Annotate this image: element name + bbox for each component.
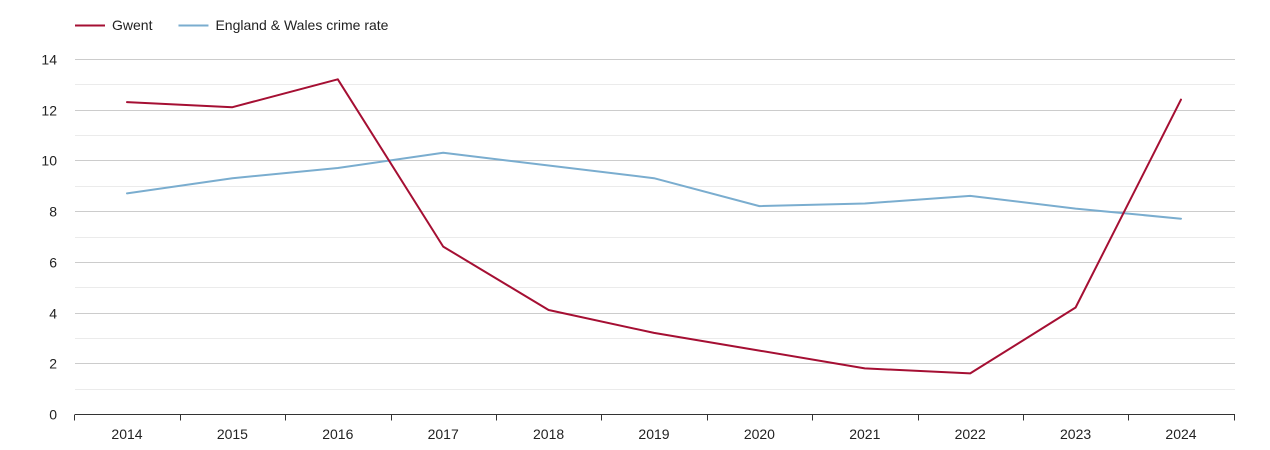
- x-tick-label: 2020: [744, 426, 775, 442]
- x-tick-label: 2015: [217, 426, 248, 442]
- x-tick-label: 2019: [638, 426, 669, 442]
- grid: [75, 59, 1235, 390]
- series-line-gwent: [126, 78, 1182, 375]
- x-axis: 2014 2015 2016 2017 2018 2019 2020 2021 2022 2023…: [74, 414, 1235, 442]
- x-tick-label: 2016: [322, 426, 353, 442]
- x-tick-label: 2022: [955, 426, 986, 442]
- y-tick-label: 2: [49, 356, 57, 372]
- x-tick-label: 2014: [111, 426, 142, 442]
- x-tick-label: 2023: [1060, 426, 1091, 442]
- x-tick-label: 2017: [428, 426, 459, 442]
- legend-label-gwent: Gwent: [112, 17, 153, 33]
- y-tick-label: 12: [41, 103, 57, 119]
- series-lines: [126, 78, 1182, 375]
- y-tick-label: 14: [41, 52, 57, 68]
- y-tick-label: 8: [49, 204, 57, 220]
- y-tick-label: 4: [49, 306, 57, 322]
- legend-label-england-wales-crime-rate: England & Wales crime rate: [215, 17, 388, 33]
- y-tick-label: 6: [49, 255, 57, 271]
- x-tick-label: 2024: [1165, 426, 1196, 442]
- y-tick-label: 0: [49, 407, 57, 423]
- legend: Gwent England & Wales crime rate: [75, 17, 389, 33]
- x-tick-label: 2018: [533, 426, 564, 442]
- x-tick-label: 2021: [849, 426, 880, 442]
- y-axis: 0 2 4 6 8 10 12 14: [41, 52, 57, 423]
- y-tick-label: 10: [41, 153, 57, 169]
- series-line-england-wales-crime-rate: [126, 151, 1182, 220]
